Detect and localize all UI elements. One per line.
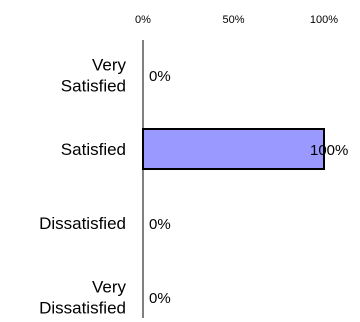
category-label: Satisfied: [61, 140, 126, 159]
x-tick-label: 100%: [310, 14, 338, 26]
category-label: Dissatisfied: [39, 214, 126, 233]
x-tick-labels: 0% 50% 100%: [135, 14, 338, 26]
category-label: Very: [92, 56, 127, 75]
value-label: 0%: [149, 290, 171, 307]
bar: [142, 128, 325, 170]
category-label: Satisfied: [61, 77, 126, 96]
value-label: 0%: [149, 216, 171, 233]
bars: [142, 128, 325, 170]
value-labels: 0% 100% 0% 0%: [149, 68, 348, 307]
value-label: 0%: [149, 68, 171, 85]
x-tick-label: 0%: [135, 14, 151, 26]
category-label: Dissatisfied: [39, 299, 126, 318]
category-labels: Very Satisfied Satisfied Dissatisfied Very Di…: [39, 56, 126, 318]
x-tick-label: 50%: [222, 14, 244, 26]
category-label: Very: [92, 278, 127, 297]
value-label: 100%: [310, 142, 348, 159]
